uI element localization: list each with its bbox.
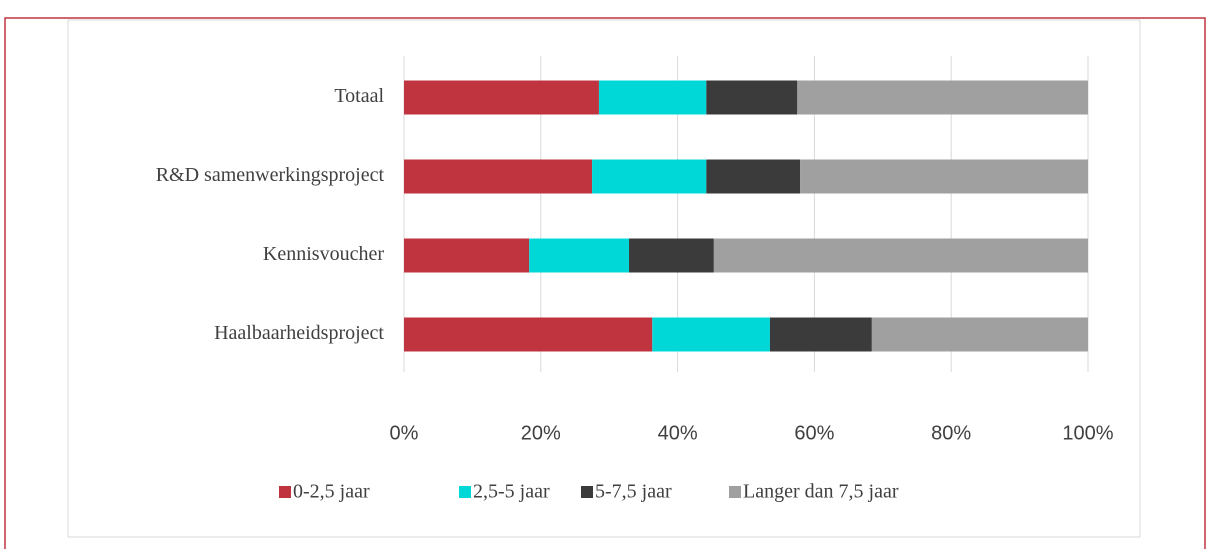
outer-frame (4, 17, 1206, 549)
bar-segment (404, 80, 599, 115)
x-tick-label: 40% (658, 422, 698, 444)
bar-segment (871, 317, 1088, 352)
x-tick-label: 60% (794, 422, 834, 444)
legend-swatch (279, 486, 291, 498)
bar-segment (592, 159, 707, 194)
legend-label: 2,5-5 jaar (473, 481, 550, 503)
bar-segment (797, 80, 1088, 115)
legend-swatch (729, 486, 741, 498)
legend-swatch (581, 486, 593, 498)
bar-segment (706, 80, 798, 115)
x-tick-label: 80% (931, 422, 971, 444)
bar-segment (769, 317, 872, 352)
legend-swatch (459, 486, 471, 498)
bar-segment (706, 159, 801, 194)
bar-segment (529, 238, 630, 273)
legend-label: 5-7,5 jaar (595, 481, 672, 503)
y-tick-label: R&D samenwerkingsproject (156, 164, 385, 186)
x-tick-label: 100% (1062, 422, 1113, 444)
legend-label: Langer dan 7,5 jaar (743, 481, 899, 503)
y-tick-label: Haalbaarheidsproject (214, 322, 384, 344)
x-tick-label: 20% (521, 422, 561, 444)
legend-label: 0-2,5 jaar (293, 481, 370, 503)
bar-segment (713, 238, 1088, 273)
bar-segment (404, 317, 653, 352)
x-tick-label: 0% (390, 422, 419, 444)
bar-segment (652, 317, 770, 352)
bar-segment (404, 159, 593, 194)
bar-segment (629, 238, 714, 273)
y-tick-label: Totaal (334, 85, 384, 107)
bar-segment (800, 159, 1088, 194)
bar-segment (404, 238, 530, 273)
y-tick-label: Kennisvoucher (263, 243, 384, 265)
bar-segment (598, 80, 707, 115)
